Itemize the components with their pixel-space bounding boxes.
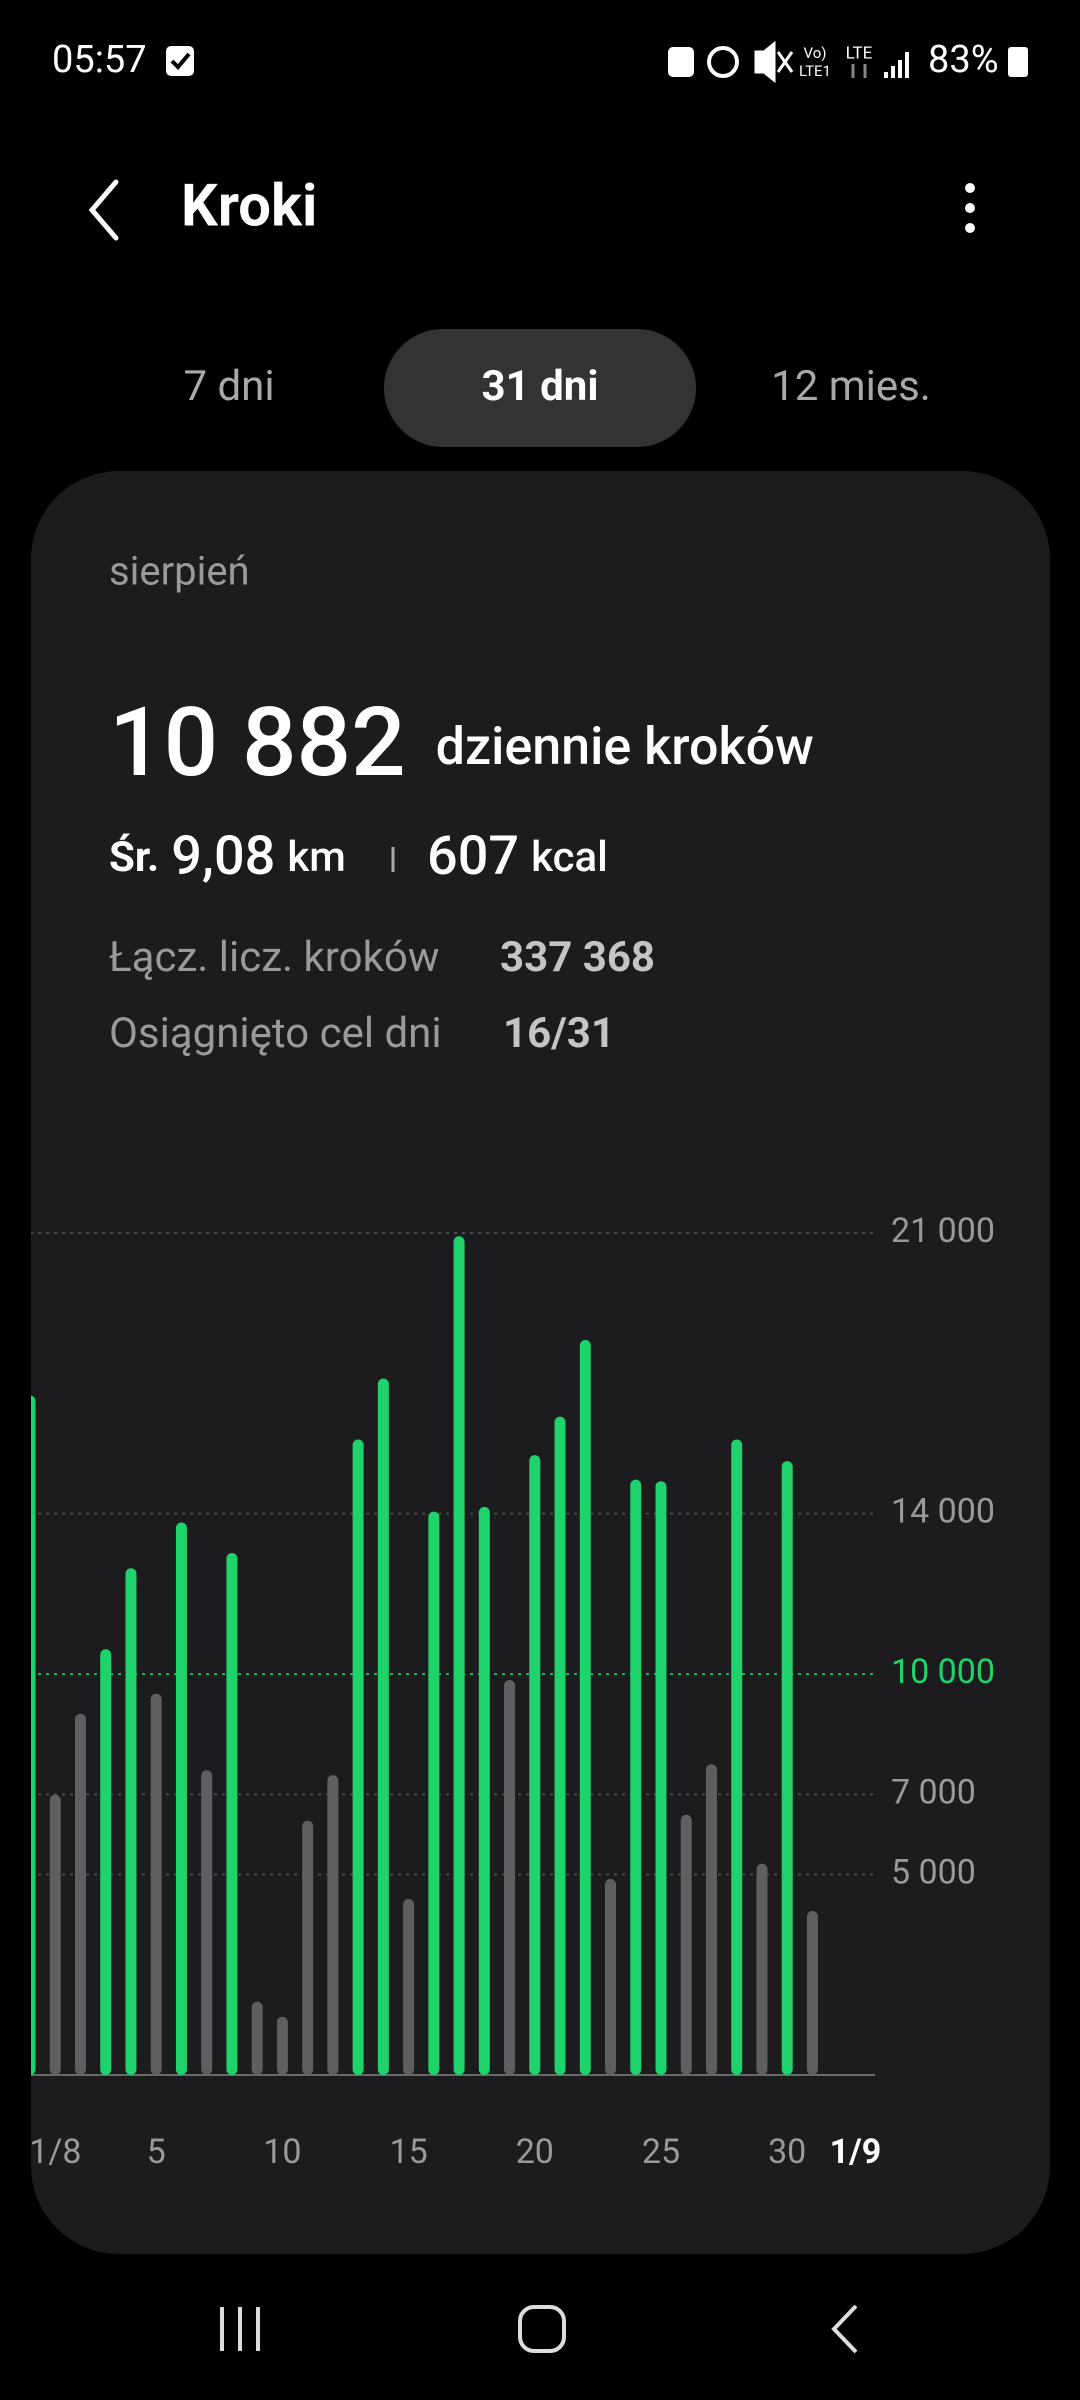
total-value: 337 368 [500,933,655,982]
x-tick-label: 1/8 [29,2132,81,2172]
x-tick-label: 10 [263,2132,301,2172]
bar [655,1481,667,2075]
y-tick-label: 14 000 [891,1492,995,1532]
bar [504,1680,516,2075]
recent-apps-button[interactable] [220,2307,260,2351]
y-tick-label: 21 000 [891,1211,995,1251]
daily-steps: 10 882 dziennie kroków [109,687,814,799]
y-axis: 21 000 14 000 10 000 7 000 5 000 1/8 5 10 15 20 25… [29,1211,995,2172]
chart [31,1232,875,2076]
signal-icon [884,52,909,78]
page-title: Kroki [181,172,317,240]
x-tick-label: 5 [147,2132,166,2172]
bar [377,1378,389,2075]
bar [756,1863,768,2075]
bar [226,1552,238,2075]
bar [630,1479,642,2075]
tab-selected-bg [384,329,696,447]
bar [352,1439,364,2075]
goal-days: 16/31 [503,1009,615,1058]
bar [731,1439,743,2075]
bar [100,1649,112,2075]
back-button[interactable] [88,179,119,241]
bar [680,1814,692,2075]
averages: Śr. 9,08 km [109,825,346,888]
bar [554,1416,566,2075]
bar [201,1770,213,2075]
lte-label: LTE [846,43,873,63]
bar [251,2001,263,2075]
bar [49,1794,61,2075]
y-tick-label: 5 000 [891,1853,976,1893]
total-label: Łącz. licz. kroków [109,933,439,982]
bar [150,1693,162,2075]
bar [806,1911,818,2075]
bar [529,1455,541,2075]
bar [781,1461,793,2075]
bar [302,1820,314,2075]
calories-group: 607 kcal [427,825,608,888]
tab[interactable]: 7 dni [183,362,274,411]
bar [403,1898,415,2075]
bar [453,1236,465,2075]
battery-percent: 83% [928,38,999,82]
notification-icon [166,46,194,76]
status-time: 05:57 [52,38,147,82]
card [31,471,1050,2254]
bar [579,1340,591,2075]
distance: 9,08 [171,825,275,888]
volte-label: Vo) [804,44,827,62]
lte1-label: LTE1 [799,62,831,80]
bar [428,1511,440,2075]
avg-prefix: Śr. [109,832,159,882]
status-icon [668,47,694,77]
bar [276,2016,288,2075]
month-label: sierpień [109,548,250,595]
x-tick-label: 25 [642,2132,680,2172]
bar [175,1522,187,2075]
more-options[interactable] [965,183,975,233]
x-tick-label: 15 [389,2132,427,2172]
mute-icon [754,40,794,84]
bar [74,1713,86,2075]
daily-steps-label: dziennie kroków [436,716,814,777]
goal-label: Osiągnięto cel dni [109,1009,442,1058]
x-tick-label: 30 [768,2132,806,2172]
y-tick-label: 10 000 [891,1652,995,1692]
check-icon [170,52,191,70]
calories-unit: kcal [531,833,608,882]
bar [31,1395,36,2075]
battery-icon [1008,47,1028,77]
y-tick-label: 7 000 [891,1772,976,1812]
bar [327,1775,339,2075]
bar [705,1764,717,2075]
tab[interactable]: 12 mies. [771,362,931,411]
x-tick-label: 20 [516,2132,554,2172]
tab-selected[interactable]: 31 dni [482,362,599,411]
alarm-icon [707,46,739,78]
home-button[interactable] [518,2305,566,2353]
bar [605,1878,617,2075]
x-tick-label: 1/9 [830,2132,882,2172]
nav-back-button[interactable] [831,2304,858,2354]
data-arrows [851,64,867,78]
bar [478,1506,490,2075]
distance-unit: km [287,833,346,882]
daily-steps-value: 10 882 [109,687,406,799]
calories: 607 [427,825,519,888]
bar [125,1568,137,2075]
